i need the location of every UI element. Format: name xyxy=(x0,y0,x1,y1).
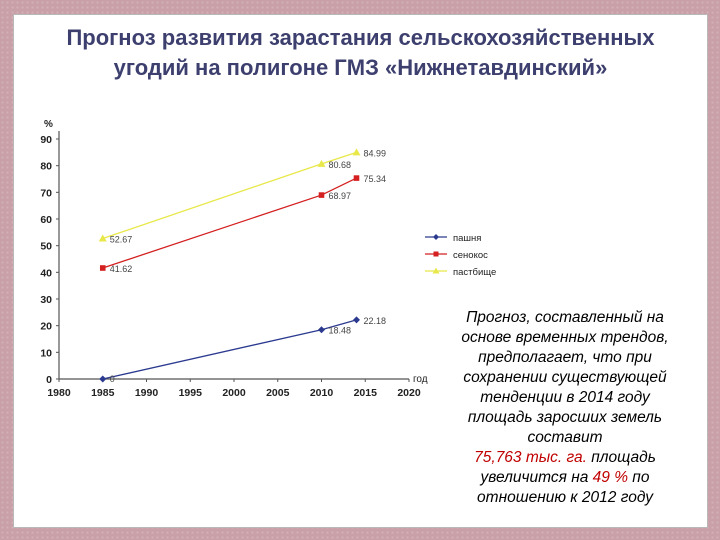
forecast-area-value: 75,763 тыс. га. xyxy=(474,449,587,466)
data-label: 22.18 xyxy=(364,316,387,326)
note-line-9-tail: по xyxy=(628,469,650,486)
y-tick-label: 50 xyxy=(40,241,52,253)
note-line-8-tail: площадь xyxy=(586,449,656,466)
legend-marker xyxy=(433,251,439,257)
line-chart: 0 10 20 30 40 50 60 70 80 90 1980 1985 1990 1995 2000 2… xyxy=(40,119,496,399)
slide: Прогноз развития зарастания сельскохозяй… xyxy=(13,14,708,528)
data-label: 41.62 xyxy=(110,264,133,274)
legend-label-1: пашня xyxy=(453,233,481,244)
series-line-1 xyxy=(102,319,357,380)
note-line-9-head: увеличится на xyxy=(480,469,593,486)
data-label: 52.67 xyxy=(110,235,133,245)
y-tick-label: 90 xyxy=(40,134,52,146)
x-tick-label: 2010 xyxy=(310,387,334,399)
x-tick-label: 1985 xyxy=(91,387,115,399)
legend-label-3: пастбище xyxy=(453,267,496,278)
data-point xyxy=(318,192,325,198)
title-line-2: угодий на полигоне ГМЗ «Нижнетавдинский» xyxy=(113,55,608,80)
x-tick-label: 2000 xyxy=(222,387,246,399)
data-point xyxy=(99,375,107,383)
x-tick-label: 2005 xyxy=(266,387,290,399)
increase-percent: 49 % xyxy=(592,469,628,486)
y-tick-label: 60 xyxy=(40,214,52,226)
x-tick-label: 1980 xyxy=(47,387,71,399)
data-point xyxy=(99,265,106,271)
note-line-5: тенденции в 2014 году xyxy=(480,389,650,406)
series-line-2 xyxy=(102,177,357,269)
legend-marker xyxy=(432,267,440,274)
note-line-3: предполагает, что при xyxy=(478,349,652,366)
data-label: 0 xyxy=(110,374,115,384)
title-line-1: Прогноз развития зарастания сельскохозяй… xyxy=(66,25,655,50)
y-tick-label: 40 xyxy=(40,267,52,279)
note-line-2: основе временных трендов, xyxy=(461,329,669,346)
slide-title: Прогноз развития зарастания сельскохозяй… xyxy=(14,23,707,83)
data-label: 80.68 xyxy=(329,160,352,170)
x-tick-label: 1990 xyxy=(135,387,159,399)
note-line-8: 75,763 тыс. га. площадь xyxy=(430,448,700,468)
y-tick-label: 30 xyxy=(40,294,52,306)
data-point xyxy=(317,159,326,167)
legend-marker xyxy=(433,234,439,240)
data-label: 84.99 xyxy=(364,148,387,158)
x-tick-label: 1995 xyxy=(179,387,203,399)
data-label: 75.34 xyxy=(364,174,387,184)
y-axis-label: % xyxy=(44,119,53,130)
y-tick-label: 80 xyxy=(40,161,52,173)
x-tick-label: 2020 xyxy=(397,387,421,399)
note-line-10: отношению к 2012 году xyxy=(477,489,653,506)
note-line-1: Прогноз, составленный на xyxy=(466,309,664,326)
y-tick-label: 0 xyxy=(46,374,52,386)
x-tick-label: 2015 xyxy=(354,387,378,399)
data-label: 68.97 xyxy=(329,191,352,201)
legend-label-2: сенокос xyxy=(453,250,488,261)
note-line-9: увеличится на 49 % по xyxy=(430,468,700,488)
x-axis-label: год xyxy=(413,374,428,385)
data-point xyxy=(353,316,360,324)
note-line-4: сохранении существующей xyxy=(463,369,667,386)
data-point xyxy=(318,326,325,334)
data-point xyxy=(352,148,361,156)
forecast-note: Прогноз, составленный на основе временны… xyxy=(430,308,700,508)
data-point xyxy=(98,234,107,242)
note-line-7: составит xyxy=(527,429,603,446)
note-line-6: площадь заросших земель xyxy=(467,409,663,426)
data-point xyxy=(353,175,360,181)
y-tick-label: 20 xyxy=(40,321,52,333)
data-label: 18.48 xyxy=(329,326,352,336)
y-tick-label: 10 xyxy=(40,347,52,359)
y-tick-label: 70 xyxy=(40,187,52,199)
